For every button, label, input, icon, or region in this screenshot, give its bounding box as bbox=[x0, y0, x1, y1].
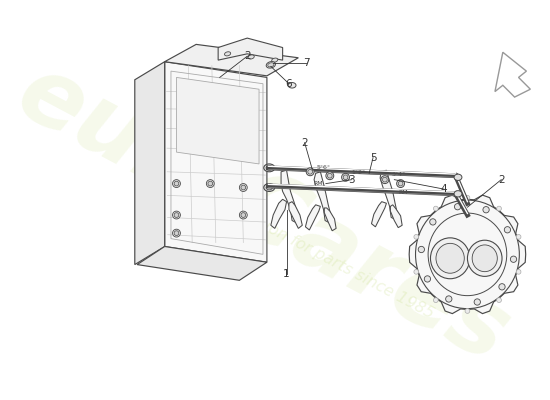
Ellipse shape bbox=[266, 62, 276, 68]
Text: 2: 2 bbox=[498, 175, 504, 185]
Polygon shape bbox=[409, 195, 526, 314]
Circle shape bbox=[206, 180, 214, 188]
Circle shape bbox=[173, 211, 180, 219]
Polygon shape bbox=[281, 170, 298, 223]
Circle shape bbox=[446, 296, 452, 302]
Circle shape bbox=[174, 181, 179, 186]
Text: 1: 1 bbox=[283, 269, 290, 279]
Polygon shape bbox=[305, 205, 321, 230]
Polygon shape bbox=[137, 246, 267, 280]
Polygon shape bbox=[164, 62, 267, 262]
Text: 5°6°: 5°6° bbox=[316, 164, 331, 170]
Circle shape bbox=[497, 206, 502, 211]
Circle shape bbox=[433, 206, 438, 211]
Ellipse shape bbox=[266, 166, 272, 170]
Circle shape bbox=[326, 172, 334, 180]
Text: a passion for parts since 1985: a passion for parts since 1985 bbox=[216, 195, 436, 322]
Circle shape bbox=[173, 229, 180, 237]
Circle shape bbox=[343, 175, 348, 180]
Ellipse shape bbox=[468, 240, 502, 276]
Circle shape bbox=[241, 213, 246, 217]
Circle shape bbox=[510, 256, 516, 262]
Ellipse shape bbox=[264, 164, 275, 172]
Circle shape bbox=[381, 176, 389, 184]
Ellipse shape bbox=[454, 191, 462, 197]
Circle shape bbox=[241, 185, 246, 190]
Circle shape bbox=[174, 231, 179, 236]
Ellipse shape bbox=[264, 184, 275, 192]
Circle shape bbox=[465, 309, 470, 313]
Circle shape bbox=[174, 213, 179, 217]
Polygon shape bbox=[135, 62, 164, 264]
Ellipse shape bbox=[431, 238, 470, 279]
Ellipse shape bbox=[272, 58, 278, 62]
Ellipse shape bbox=[472, 245, 497, 272]
Circle shape bbox=[516, 234, 521, 239]
Ellipse shape bbox=[436, 243, 464, 273]
Circle shape bbox=[504, 227, 510, 233]
Circle shape bbox=[454, 204, 461, 210]
Ellipse shape bbox=[288, 82, 296, 88]
Polygon shape bbox=[390, 205, 402, 228]
Polygon shape bbox=[218, 38, 283, 60]
Text: 3°4°: 3°4° bbox=[391, 172, 405, 178]
Text: euroCares: euroCares bbox=[2, 47, 524, 383]
Circle shape bbox=[483, 206, 489, 213]
Circle shape bbox=[474, 299, 480, 305]
Circle shape bbox=[424, 276, 431, 282]
Text: 7: 7 bbox=[303, 58, 310, 68]
Circle shape bbox=[499, 284, 505, 290]
Text: RM: RM bbox=[398, 190, 408, 195]
Polygon shape bbox=[177, 78, 259, 164]
Circle shape bbox=[418, 246, 425, 253]
Polygon shape bbox=[271, 199, 287, 228]
Circle shape bbox=[208, 181, 213, 186]
Polygon shape bbox=[324, 208, 336, 231]
Circle shape bbox=[239, 184, 248, 192]
Polygon shape bbox=[371, 202, 387, 227]
Text: RM: RM bbox=[313, 181, 323, 186]
Text: 4: 4 bbox=[441, 184, 447, 194]
Circle shape bbox=[306, 168, 314, 176]
Circle shape bbox=[433, 298, 438, 302]
Ellipse shape bbox=[454, 174, 462, 180]
Ellipse shape bbox=[248, 55, 254, 59]
Circle shape bbox=[327, 173, 332, 178]
Text: 5: 5 bbox=[370, 153, 376, 163]
Circle shape bbox=[239, 211, 248, 219]
Text: 2: 2 bbox=[301, 138, 308, 148]
Text: 6: 6 bbox=[285, 79, 292, 89]
Circle shape bbox=[430, 219, 436, 225]
Circle shape bbox=[414, 234, 419, 239]
Circle shape bbox=[308, 170, 312, 174]
Polygon shape bbox=[314, 172, 332, 223]
Polygon shape bbox=[495, 52, 530, 97]
Polygon shape bbox=[289, 202, 302, 228]
Text: 2: 2 bbox=[244, 51, 251, 61]
Circle shape bbox=[465, 195, 470, 200]
Circle shape bbox=[414, 270, 419, 274]
Circle shape bbox=[516, 270, 521, 274]
Circle shape bbox=[397, 180, 404, 188]
Text: 1°2°: 1°2° bbox=[352, 170, 366, 175]
Polygon shape bbox=[164, 44, 298, 76]
Polygon shape bbox=[380, 170, 398, 220]
Text: 3: 3 bbox=[349, 175, 355, 185]
Circle shape bbox=[382, 177, 387, 182]
Circle shape bbox=[398, 181, 403, 186]
Ellipse shape bbox=[224, 52, 230, 56]
Circle shape bbox=[497, 298, 502, 302]
Ellipse shape bbox=[266, 185, 272, 190]
Circle shape bbox=[342, 173, 349, 181]
Ellipse shape bbox=[268, 63, 274, 67]
Circle shape bbox=[173, 180, 180, 188]
